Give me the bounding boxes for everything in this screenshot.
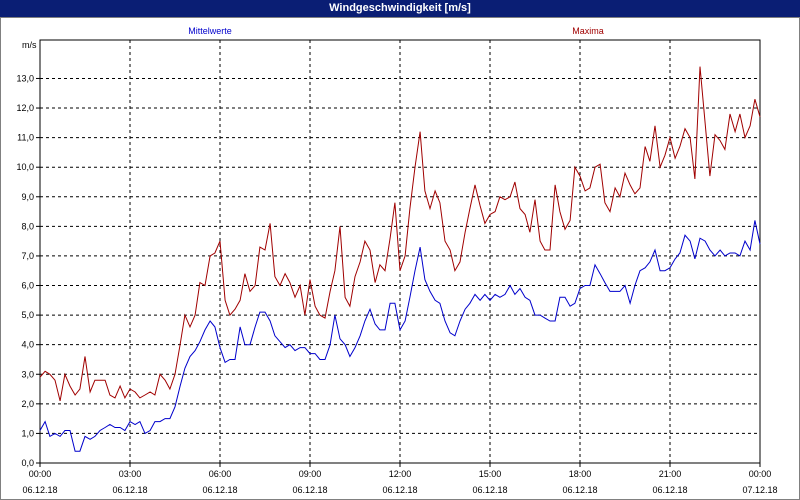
x-tick-date: 06.12.18 [22, 485, 57, 495]
y-axis-label: m/s [22, 40, 37, 50]
x-tick-date: 06.12.18 [652, 485, 687, 495]
x-tick-time: 12:00 [389, 469, 412, 479]
y-tick-label: 6,0 [21, 281, 34, 291]
x-tick-time: 00:00 [749, 469, 772, 479]
y-tick-label: 7,0 [21, 251, 34, 261]
x-tick-time: 06:00 [209, 469, 232, 479]
x-tick-date: 06.12.18 [292, 485, 327, 495]
grid-lines [40, 40, 760, 463]
series-line-maxima [39, 66, 761, 402]
x-tick-date: 06.12.18 [472, 485, 507, 495]
y-tick-label: 2,0 [21, 399, 34, 409]
x-tick-time: 00:00 [29, 469, 52, 479]
x-tick-time: 18:00 [569, 469, 592, 479]
x-tick-time: 09:00 [299, 469, 322, 479]
y-tick-label: 9,0 [21, 192, 34, 202]
y-tick-label: 13,0 [16, 73, 34, 83]
x-tick-date: 06.12.18 [382, 485, 417, 495]
y-tick-label: 10,0 [16, 162, 34, 172]
window-title: Windgeschwindigkeit [m/s] [0, 0, 800, 17]
series-line-mittelwerte [39, 220, 761, 452]
x-tick-time: 03:00 [119, 469, 142, 479]
x-axis-ticks: 00:00 06.12.18 03:00 06.12.18 06:00 06.12.18 0… [22, 463, 778, 495]
data-series [39, 66, 761, 452]
y-tick-label: 1,0 [21, 428, 34, 438]
y-tick-label: 8,0 [21, 221, 34, 231]
y-axis-ticks: 0,0 1,0 2,0 3,0 4,0 5,0 6,0 7,0 8,0 9,0 10,0 11,0 12… [16, 73, 40, 468]
y-tick-label: 11,0 [17, 133, 34, 143]
y-tick-label: 0,0 [21, 458, 34, 468]
x-tick-date: 07.12.18 [742, 485, 777, 495]
y-tick-label: 5,0 [21, 310, 34, 320]
legend-maxima: Maxima [572, 26, 604, 36]
x-tick-date: 06.12.18 [562, 485, 597, 495]
y-tick-label: 4,0 [21, 340, 34, 350]
y-tick-label: 12,0 [16, 103, 34, 113]
y-tick-label: 3,0 [21, 369, 34, 379]
x-tick-time: 21:00 [659, 469, 682, 479]
legend-mittelwerte: Mittelwerte [188, 26, 232, 36]
x-tick-date: 06.12.18 [112, 485, 147, 495]
x-tick-time: 15:00 [479, 469, 502, 479]
x-tick-date: 06.12.18 [202, 485, 237, 495]
